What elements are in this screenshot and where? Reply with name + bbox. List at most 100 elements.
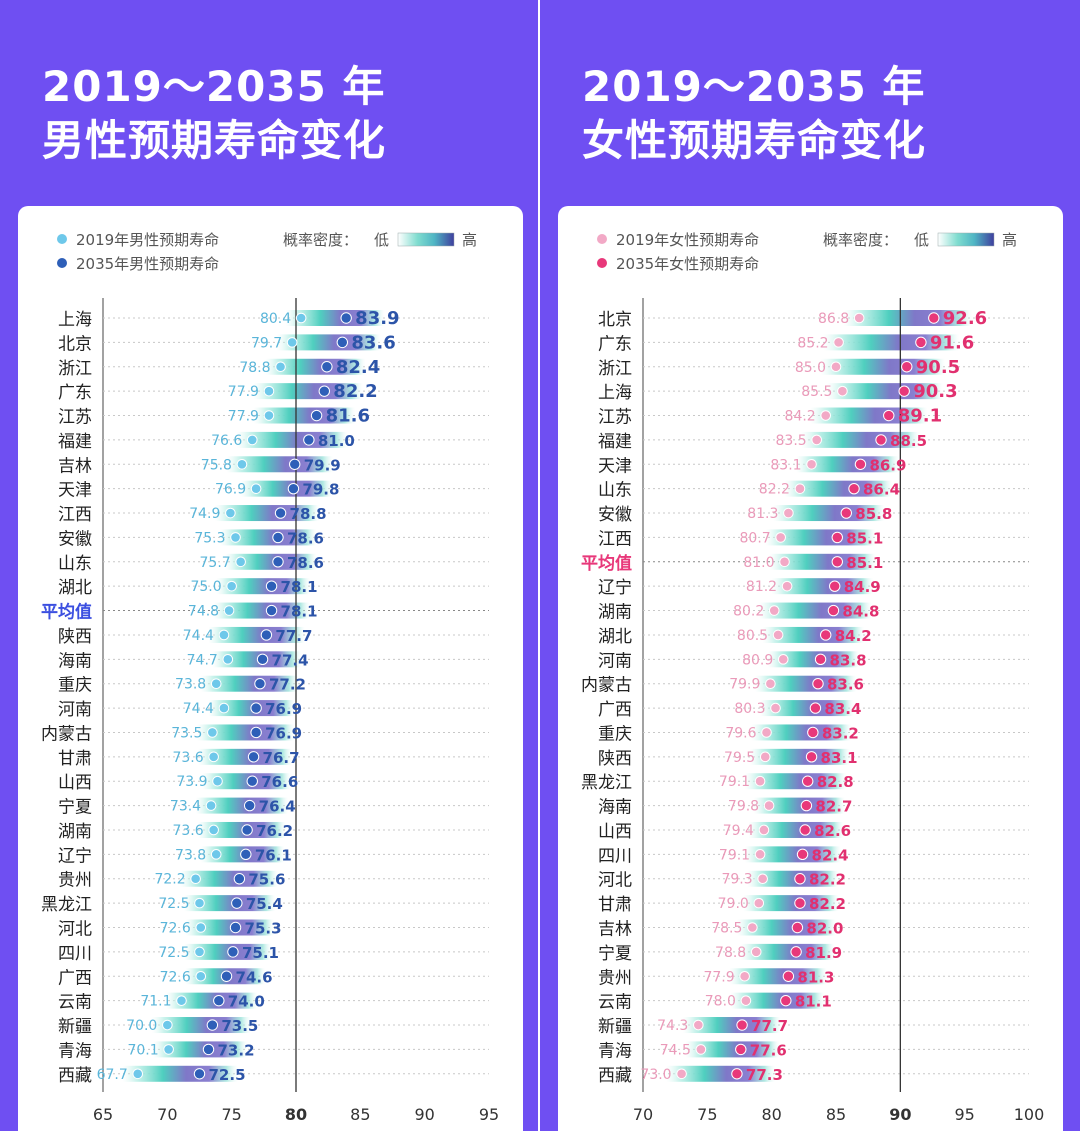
point-2035 xyxy=(260,629,273,641)
x-tick-label: 85 xyxy=(826,1105,846,1124)
point-2035 xyxy=(213,994,225,1007)
label-2019: 80.4 xyxy=(260,311,291,327)
label-2035: 77.6 xyxy=(750,1041,787,1059)
point-2019 xyxy=(768,605,780,616)
label-2019: 79.6 xyxy=(725,725,756,741)
category-label: 四川 xyxy=(58,944,92,964)
legend-2019-label: 2019年男性预期寿命 xyxy=(76,231,219,249)
density-gradient-bar xyxy=(397,232,455,247)
category-label: 宁夏 xyxy=(58,798,92,818)
point-2035 xyxy=(814,653,827,666)
category-label: 甘肃 xyxy=(598,895,632,915)
label-2019: 72.5 xyxy=(158,896,189,912)
label-2019: 73.8 xyxy=(175,677,206,693)
density-low-label: 低 xyxy=(914,231,929,249)
point-2035 xyxy=(794,873,806,885)
label-2035: 83.9 xyxy=(355,308,399,329)
point-2035 xyxy=(805,751,818,763)
male-legend: 2019年男性预期寿命 2035年男性预期寿命 概率密度： 低 高 xyxy=(57,231,477,273)
label-2019: 80.2 xyxy=(733,604,764,620)
density-band xyxy=(772,505,885,522)
label-2019: 75.7 xyxy=(200,555,231,571)
category-label: 黑龙江 xyxy=(41,895,92,915)
point-2035 xyxy=(243,799,256,812)
point-2035 xyxy=(274,507,287,519)
point-2035 xyxy=(229,921,242,934)
density-band xyxy=(762,626,865,643)
label-2035: 79.8 xyxy=(302,481,339,499)
point-2019 xyxy=(739,970,750,982)
legend-2035-dot xyxy=(597,258,607,268)
density-band xyxy=(220,529,317,546)
category-label: 山东 xyxy=(58,554,92,574)
category-label: 湖南 xyxy=(58,822,92,842)
point-2019 xyxy=(754,775,766,787)
label-2035: 86.9 xyxy=(869,456,906,474)
x-tick-label: 80 xyxy=(285,1105,307,1124)
category-label: 湖北 xyxy=(58,578,92,598)
female-legend: 2019年女性预期寿命 2035年女性预期寿命 概率密度： 低 高 xyxy=(597,231,1017,273)
category-label: 青海 xyxy=(598,1041,632,1061)
label-2019: 72.2 xyxy=(154,872,185,888)
point-2019 xyxy=(190,873,201,885)
point-2035 xyxy=(807,726,819,739)
point-2019 xyxy=(222,654,234,665)
density-label: 概率密度： xyxy=(823,231,898,249)
point-2019 xyxy=(775,532,786,543)
point-2019 xyxy=(218,702,230,714)
point-2035 xyxy=(790,946,802,958)
rows: 上海北京浙江广东江苏福建吉林天津江西安徽山东湖北平均值陕西海南重庆河南内蒙古甘肃… xyxy=(41,310,489,1086)
density-label: 概率密度： xyxy=(283,231,358,249)
point-2019 xyxy=(226,580,237,592)
label-2019: 76.9 xyxy=(215,482,246,498)
category-label: 山西 xyxy=(58,773,92,793)
legend-2019-dot xyxy=(597,234,607,244)
density-band xyxy=(843,310,973,326)
density-band xyxy=(685,1041,780,1058)
label-2019: 81.2 xyxy=(746,579,777,595)
label-2019: 84.2 xyxy=(785,409,816,425)
density-band xyxy=(151,1017,251,1034)
point-2035 xyxy=(336,336,349,349)
point-2019 xyxy=(194,946,205,958)
density-band xyxy=(740,943,835,960)
point-2035 xyxy=(241,824,253,836)
label-2019: 81.3 xyxy=(747,506,778,522)
point-2019 xyxy=(763,800,775,811)
point-2019 xyxy=(811,434,823,446)
x-tick-label: 65 xyxy=(93,1105,113,1124)
label-2019: 74.3 xyxy=(657,1018,688,1034)
point-2035 xyxy=(265,604,278,617)
category-label: 内蒙古 xyxy=(41,724,92,744)
density-band xyxy=(185,919,275,936)
label-2019: 74.4 xyxy=(183,628,214,644)
label-2019: 73.5 xyxy=(171,725,202,741)
density-band xyxy=(202,773,291,790)
category-label: 山东 xyxy=(598,481,632,501)
point-2019 xyxy=(772,629,784,641)
point-2019 xyxy=(758,824,770,836)
point-2019 xyxy=(695,1044,707,1055)
label-2019: 70.0 xyxy=(126,1018,157,1034)
point-2019 xyxy=(218,629,230,641)
category-label: 山西 xyxy=(598,822,632,842)
point-2019 xyxy=(210,678,222,690)
point-2035 xyxy=(736,1019,748,1031)
label-2035: 86.4 xyxy=(863,481,900,499)
male-life-expectancy-chart: 2019年男性预期寿命 2035年男性预期寿命 概率密度： 低 高 上海北京浙江… xyxy=(41,231,499,1124)
label-2019: 71.1 xyxy=(140,994,171,1010)
category-label: 河北 xyxy=(58,920,92,940)
female-title-line2: 女性预期寿命变化 xyxy=(582,116,927,165)
label-2035: 74.0 xyxy=(228,993,265,1011)
point-2035 xyxy=(928,312,940,324)
label-2035: 83.4 xyxy=(824,700,861,718)
female-life-expectancy-chart: 2019年女性预期寿命 2035年女性预期寿命 概率密度： 低 高 北京广东浙江… xyxy=(581,231,1044,1124)
point-2035 xyxy=(303,434,315,446)
label-2019: 78.8 xyxy=(715,945,746,961)
point-2035 xyxy=(731,1068,743,1080)
x-tick-label: 85 xyxy=(350,1105,370,1124)
label-2019: 75.0 xyxy=(190,579,221,595)
point-2035 xyxy=(827,604,840,617)
label-2019: 79.7 xyxy=(251,335,282,351)
point-2019 xyxy=(853,312,865,324)
